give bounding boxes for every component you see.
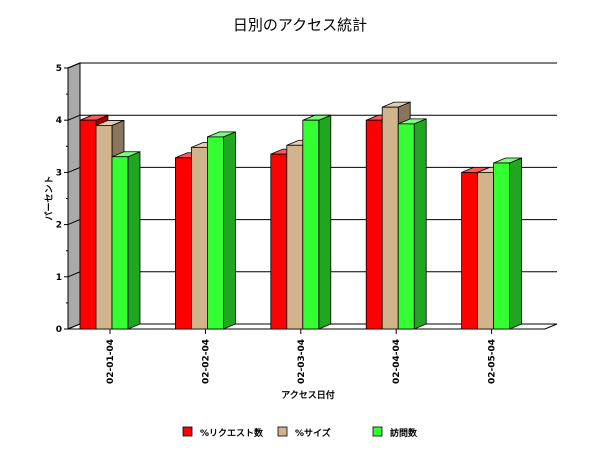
bar-front <box>397 123 415 330</box>
bar <box>493 157 522 330</box>
legend-item: 訪問数 <box>372 426 418 439</box>
bar <box>302 114 332 330</box>
bar-front <box>381 106 399 330</box>
x-tick-label: 02-03-04 <box>297 339 307 384</box>
bar-front <box>79 119 97 330</box>
y-tick-label: 3 <box>56 168 62 178</box>
y-tick-label: 2 <box>56 221 62 231</box>
y-tick-label: 0 <box>56 325 62 335</box>
legend-item: %リクエスト数 <box>182 426 264 439</box>
y-tick-label: 1 <box>56 273 62 283</box>
legend-swatch <box>372 426 383 437</box>
bar <box>111 151 141 330</box>
bar-front <box>190 146 208 330</box>
bar-front <box>270 153 288 330</box>
bar-front <box>286 144 304 330</box>
bar-front <box>302 119 320 330</box>
x-tick-label: 02-04-04 <box>392 339 402 384</box>
bar-side <box>413 118 427 330</box>
bar <box>206 131 236 330</box>
chart-title: 日別のアクセス統計 <box>233 16 367 34</box>
x-tick-label: 02-02-04 <box>201 339 211 384</box>
bar-front <box>95 125 113 330</box>
y-tick-label: 4 <box>56 116 62 126</box>
left-wall <box>67 62 81 330</box>
bar-front <box>111 156 129 330</box>
bar-side <box>509 157 522 330</box>
bar-front <box>493 162 511 330</box>
bar-front <box>461 171 479 330</box>
bar-front <box>477 171 495 330</box>
legend-swatch <box>277 426 288 437</box>
bar-side <box>318 114 332 330</box>
legend-label: %サイズ <box>295 427 331 439</box>
wall-grid-line <box>67 166 81 173</box>
wall-grid-line <box>67 271 81 278</box>
x-tick-label: 02-01-04 <box>106 339 116 384</box>
legend-label: %リクエスト数 <box>200 427 264 439</box>
bar-front <box>174 157 192 330</box>
x-tick-label: 02-05-04 <box>488 339 498 384</box>
legend-label: 訪問数 <box>390 427 418 439</box>
bars <box>79 101 522 330</box>
bar-side <box>222 131 236 330</box>
bar-front <box>365 119 383 330</box>
wall-grid-line <box>67 62 81 69</box>
wall-grid-line <box>67 114 81 121</box>
legend: %リクエスト数 %サイズ 訪問数 <box>182 426 418 439</box>
bar-front <box>206 136 224 330</box>
x-axis-label: アクセス日付 <box>281 389 335 401</box>
legend-item: %サイズ <box>277 426 331 439</box>
y-axis-ticks: 0 1 2 3 4 5 <box>56 64 69 335</box>
y-tick-label: 5 <box>56 64 62 74</box>
legend-swatch <box>182 426 193 437</box>
wall-grid-line <box>67 219 81 226</box>
x-axis-ticks: 02-01-04 02-02-04 02-03-04 02-04-04 02-05-04 <box>106 329 498 384</box>
y-axis-label: パーセント <box>43 175 55 220</box>
bar <box>397 118 427 330</box>
bar-side <box>127 151 141 330</box>
